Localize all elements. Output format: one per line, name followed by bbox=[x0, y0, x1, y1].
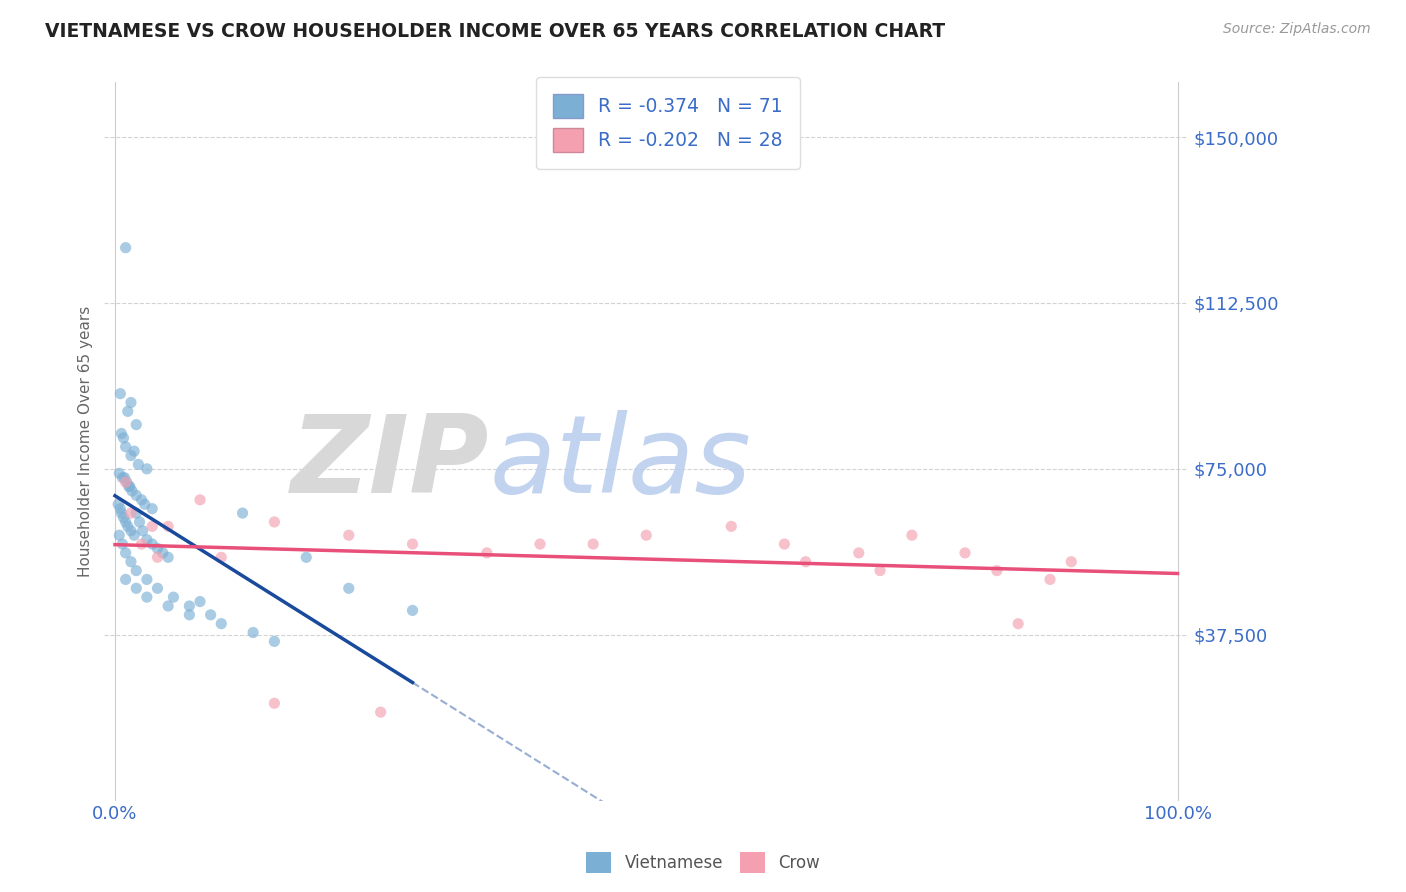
Point bbox=[118, 479, 141, 493]
Point bbox=[135, 533, 157, 547]
Point bbox=[122, 528, 145, 542]
Point bbox=[200, 607, 222, 622]
Point bbox=[120, 555, 142, 569]
Point bbox=[125, 506, 148, 520]
Text: ZIP: ZIP bbox=[291, 409, 489, 516]
Point bbox=[582, 537, 605, 551]
Point bbox=[108, 467, 131, 481]
Point bbox=[114, 475, 136, 490]
Point bbox=[1007, 616, 1029, 631]
Point bbox=[401, 537, 423, 551]
Point bbox=[901, 528, 924, 542]
Point bbox=[120, 506, 142, 520]
Point bbox=[295, 550, 318, 565]
Point bbox=[869, 564, 891, 578]
Point bbox=[162, 590, 184, 604]
Point bbox=[114, 440, 136, 454]
Point bbox=[146, 550, 169, 565]
Point bbox=[110, 501, 132, 516]
Point bbox=[146, 541, 169, 556]
Point bbox=[121, 483, 143, 498]
Point bbox=[179, 599, 201, 613]
Point bbox=[135, 462, 157, 476]
Point bbox=[108, 528, 131, 542]
Point bbox=[152, 546, 174, 560]
Point bbox=[134, 497, 156, 511]
Point bbox=[141, 519, 163, 533]
Point bbox=[117, 519, 139, 533]
Point bbox=[370, 705, 392, 719]
Point bbox=[141, 537, 163, 551]
Point bbox=[636, 528, 658, 542]
Point bbox=[114, 471, 136, 485]
Point bbox=[125, 582, 148, 596]
Y-axis label: Householder Income Over 65 years: Householder Income Over 65 years bbox=[79, 306, 93, 577]
Point bbox=[118, 479, 141, 493]
Point bbox=[1060, 555, 1083, 569]
Point bbox=[475, 546, 498, 560]
Point bbox=[141, 501, 163, 516]
Point bbox=[110, 506, 132, 520]
Point bbox=[111, 537, 134, 551]
Point bbox=[242, 625, 264, 640]
Point bbox=[131, 492, 153, 507]
Point bbox=[110, 426, 132, 441]
Point bbox=[117, 404, 139, 418]
Point bbox=[120, 449, 142, 463]
Point bbox=[337, 528, 360, 542]
Point bbox=[135, 573, 157, 587]
Text: Source: ZipAtlas.com: Source: ZipAtlas.com bbox=[1223, 22, 1371, 37]
Point bbox=[848, 546, 870, 560]
Point bbox=[125, 417, 148, 432]
Point bbox=[529, 537, 551, 551]
Point bbox=[209, 616, 232, 631]
Point bbox=[114, 546, 136, 560]
Point bbox=[112, 510, 135, 524]
Point bbox=[179, 607, 201, 622]
Point bbox=[1039, 573, 1062, 587]
Point bbox=[263, 634, 285, 648]
Point bbox=[188, 594, 211, 608]
Point bbox=[157, 519, 180, 533]
Text: VIETNAMESE VS CROW HOUSEHOLDER INCOME OVER 65 YEARS CORRELATION CHART: VIETNAMESE VS CROW HOUSEHOLDER INCOME OV… bbox=[45, 22, 945, 41]
Point bbox=[135, 590, 157, 604]
Point bbox=[111, 471, 134, 485]
Point bbox=[122, 444, 145, 458]
Point bbox=[110, 386, 132, 401]
Point bbox=[114, 241, 136, 255]
Text: atlas: atlas bbox=[489, 410, 751, 516]
Point bbox=[131, 524, 153, 538]
Point bbox=[209, 550, 232, 565]
Legend: Vietnamese, Crow: Vietnamese, Crow bbox=[579, 846, 827, 880]
Point bbox=[720, 519, 742, 533]
Point bbox=[263, 515, 285, 529]
Point bbox=[794, 555, 817, 569]
Point bbox=[120, 395, 142, 409]
Point bbox=[263, 696, 285, 710]
Point bbox=[125, 488, 148, 502]
Point bbox=[115, 475, 138, 490]
Point bbox=[131, 537, 153, 551]
Point bbox=[114, 515, 136, 529]
Point bbox=[127, 458, 149, 472]
Point bbox=[773, 537, 796, 551]
Point bbox=[157, 599, 180, 613]
Point bbox=[107, 497, 129, 511]
Point bbox=[114, 573, 136, 587]
Point bbox=[337, 582, 360, 596]
Point bbox=[125, 564, 148, 578]
Point bbox=[953, 546, 976, 560]
Point bbox=[146, 582, 169, 596]
Legend: R = -0.374   N = 71, R = -0.202   N = 28: R = -0.374 N = 71, R = -0.202 N = 28 bbox=[536, 77, 800, 169]
Point bbox=[157, 550, 180, 565]
Point bbox=[128, 515, 150, 529]
Point bbox=[401, 603, 423, 617]
Point bbox=[112, 431, 135, 445]
Point bbox=[231, 506, 253, 520]
Point bbox=[120, 524, 142, 538]
Point bbox=[188, 492, 211, 507]
Point bbox=[986, 564, 1008, 578]
